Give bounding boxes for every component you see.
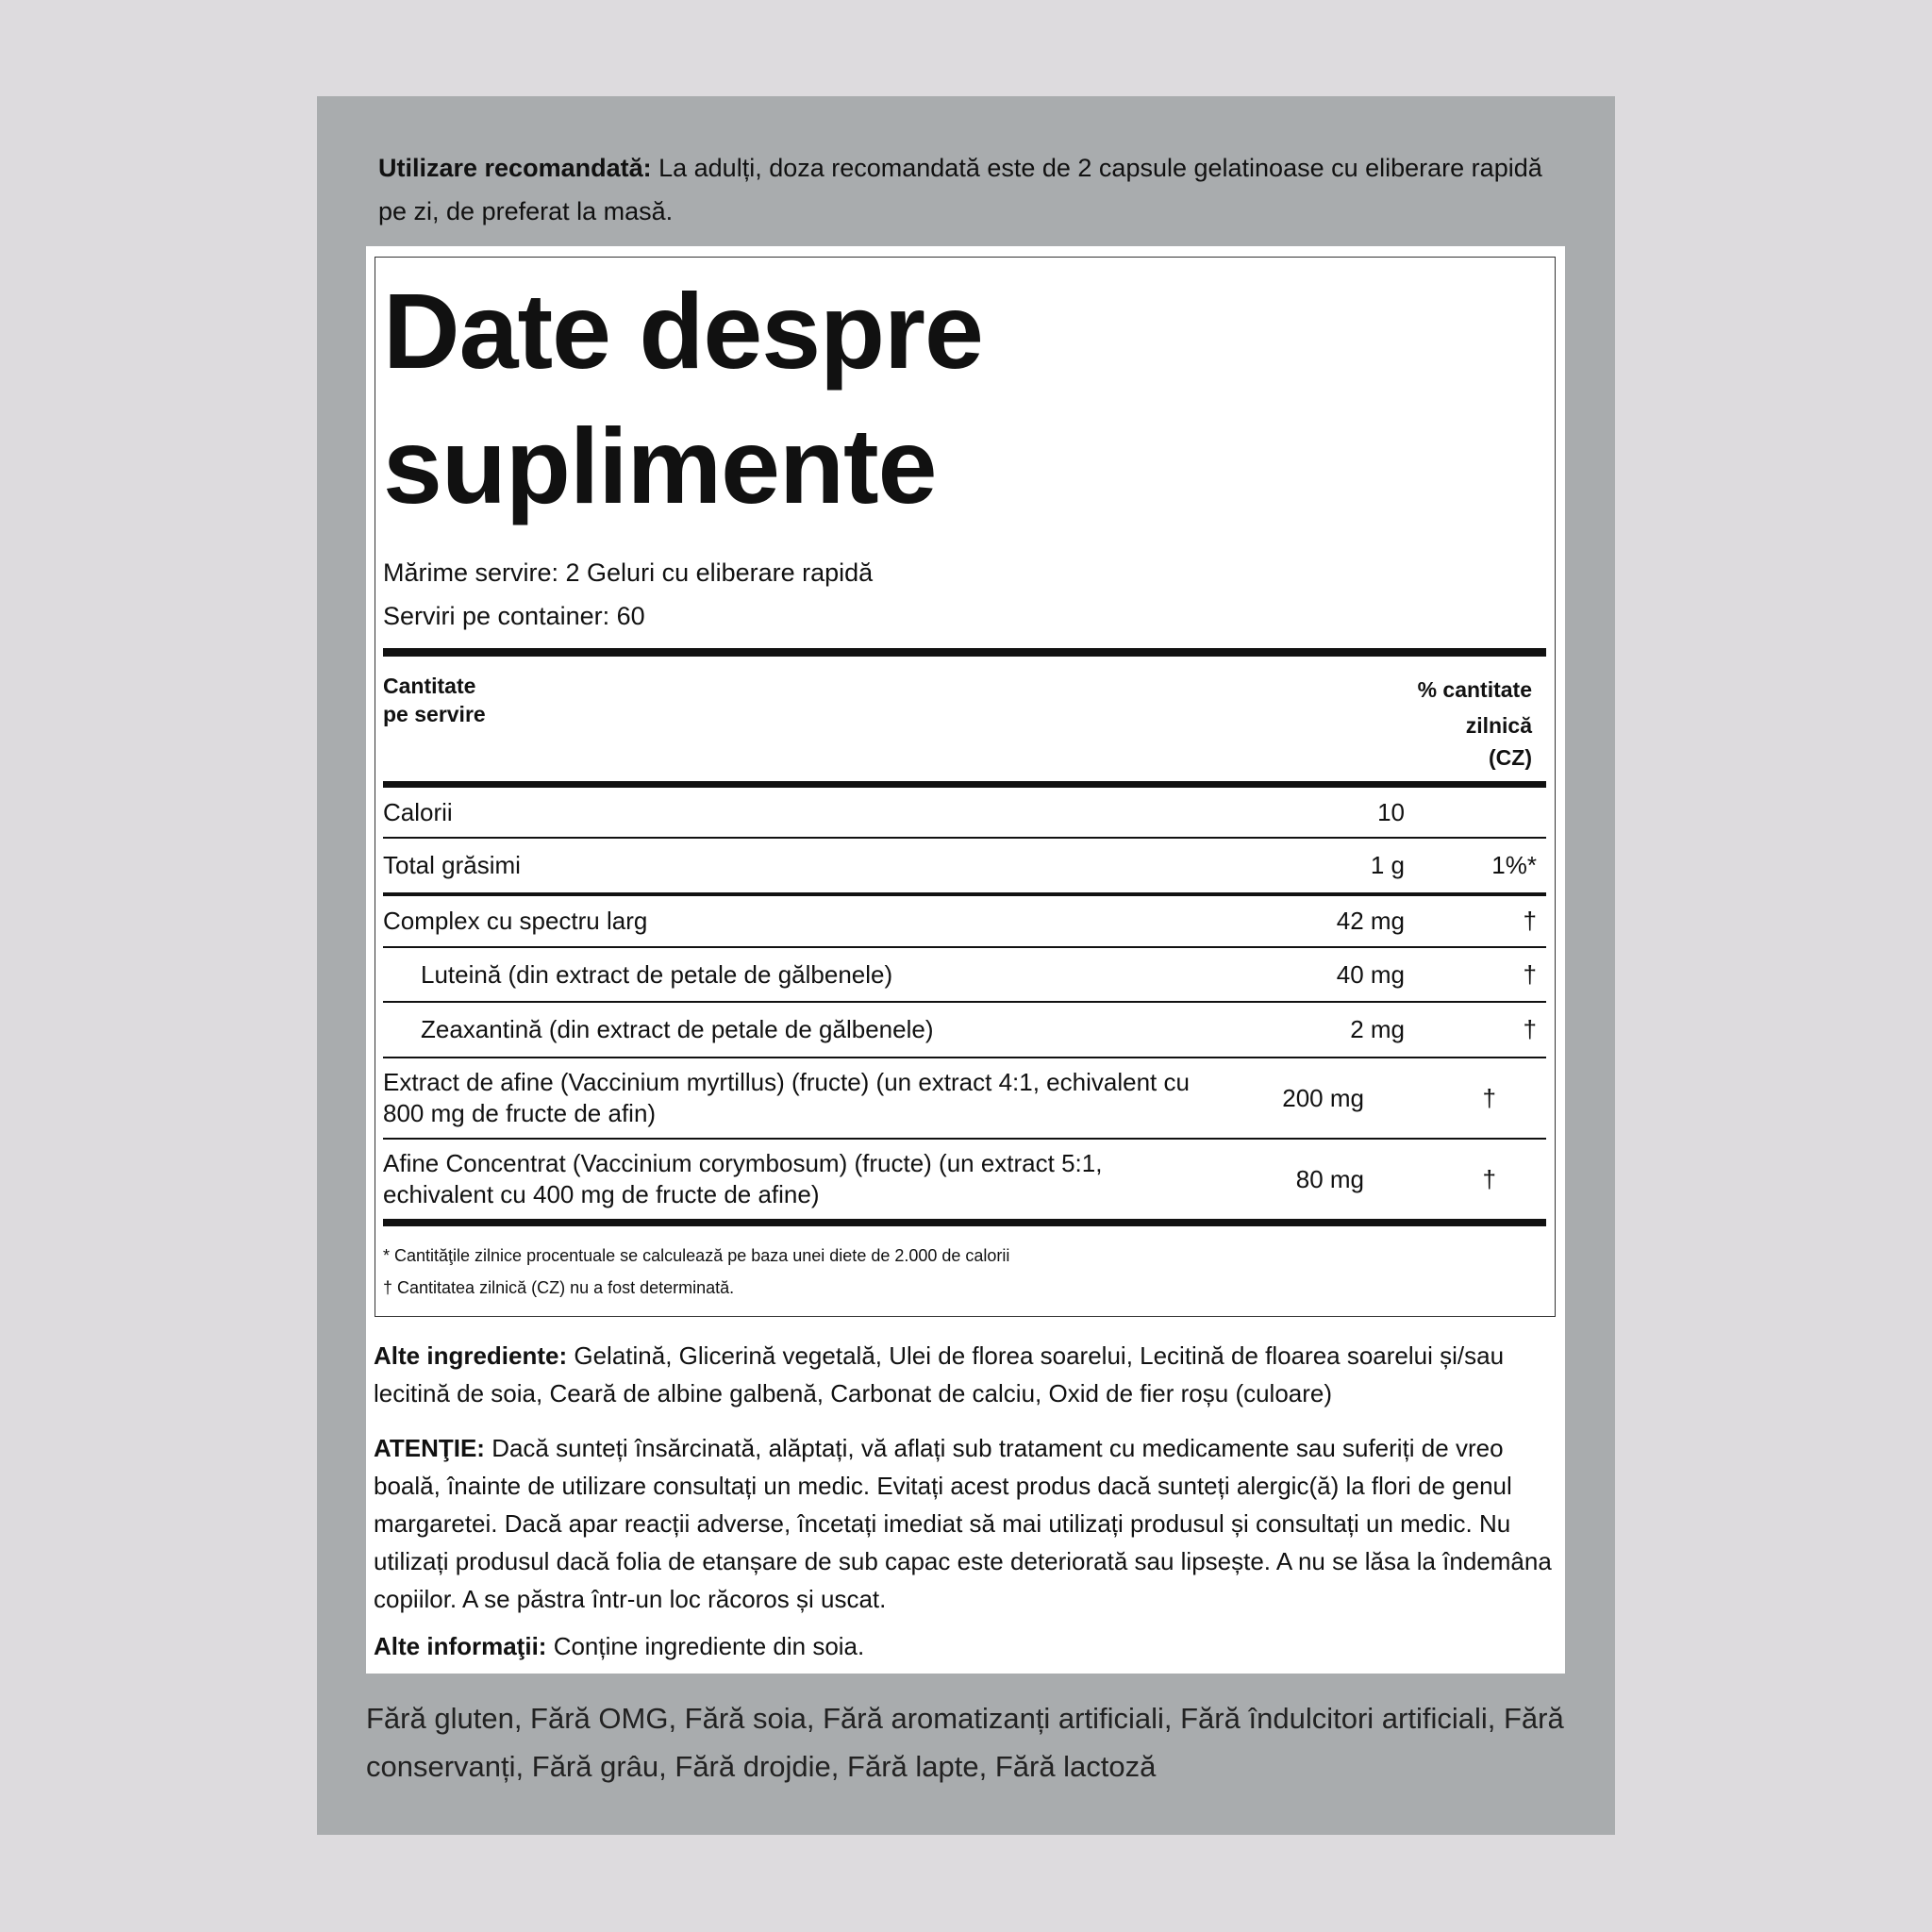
amount-header: Cantitate pe servire [383,672,486,728]
facts-row: Afine Concentrat (Vaccinium corymbosum) … [383,1140,1546,1219]
header-line: pe servire [383,702,486,726]
rule [383,1001,1546,1003]
daily-value: † [1523,907,1537,935]
nutrient-name: Calorii [383,797,453,826]
text: Gelatină, Glicerină vegetală, Ulei de fl… [374,1341,1505,1407]
rule [383,1057,1546,1058]
free-from: Fără gluten, Fără OMG, Fără soia, Fără a… [366,1702,1564,1783]
amount: 40 mg [1336,959,1405,989]
facts-row: Calorii 10 [383,788,1546,837]
label-area [366,246,1565,1674]
rule [383,946,1546,948]
header-line: (CZ) [1489,745,1532,770]
daily-value: † [1482,1083,1496,1112]
header-line: zilnică [1465,713,1532,738]
serving-size: Mărime servire: 2 Geluri cu eliberare ra… [383,558,874,587]
facts-row: Extract de afine (Vaccinium myrtillus) (… [383,1058,1546,1138]
label: Alte informaţii: [374,1632,547,1660]
nutrient-name: Afine Concentrat (Vaccinium corymbosum) … [383,1149,1103,1208]
text: Conține ingrediente din soia. [553,1632,865,1660]
amount: 1 g [1370,851,1405,879]
nutrient-name: Zeaxantină (din extract de petale de găl… [421,1015,934,1043]
nutrient-name: Extract de afine (Vaccinium myrtillus) (… [383,1068,1190,1127]
nutrient-name: Total grăsimi [383,851,521,879]
nutrient-name: Luteină (din extract de petale de gălben… [421,959,893,989]
warning: ATENŢIE: Dacă sunteți însărcinată, alăpt… [374,1429,1564,1618]
rule [383,837,1546,839]
other-ingredients: Alte ingrediente: Gelatină, Glicerină ve… [374,1337,1564,1412]
facts-box [375,257,1556,1317]
amount: 2 mg [1350,1015,1405,1043]
label: Alte ingrediente: [374,1341,568,1370]
amount: 80 mg [1295,1164,1364,1193]
facts-row: Complex cu spectru larg 42 mg † [383,896,1546,946]
amount: 200 mg [1282,1083,1364,1112]
daily-value: † [1482,1164,1496,1193]
footnote: † Cantitatea zilnică (CZ) nu a fost dete… [383,1278,735,1297]
daily-value: † [1523,1015,1537,1043]
amount: 42 mg [1336,907,1405,935]
footnote: * Cantităţile zilnice procentuale se cal… [383,1246,1010,1265]
facts-row: Total grăsimi 1 g 1%* [383,839,1546,892]
rule [383,892,1546,896]
label: ATENŢIE: [374,1434,485,1462]
usage: Utilizare recomandată: La adulți, doza r… [378,146,1557,233]
servings: Serviri pe container: 60 [383,602,645,630]
dv-header: % cantitate zilnică (CZ) [1321,672,1532,772]
nutrient-name: Complex cu spectru larg [383,907,648,935]
facts-row: Luteină (din extract de petale de gălben… [383,948,1546,1001]
usage-text: La adulți, doza recomandată este de 2 ca… [378,154,1542,225]
rule [383,648,1546,657]
usage-label: Utilizare recomandată: [378,154,652,182]
amount: 10 [1377,797,1405,826]
rule [383,1138,1546,1140]
other-info: Alte informaţii: Conține ingrediente din… [374,1627,1564,1665]
daily-value: 1%* [1491,851,1537,879]
facts-row: Zeaxantină (din extract de petale de găl… [383,1003,1546,1057]
rule [383,781,1546,788]
facts-title: Date despre suplimente [383,272,984,525]
text: Dacă sunteți însărcinată, alăptați, vă a… [374,1434,1552,1613]
rule [383,1219,1546,1226]
header-line: Cantitate [383,674,476,698]
header-line: % cantitate [1417,677,1532,702]
daily-value: † [1523,959,1537,989]
